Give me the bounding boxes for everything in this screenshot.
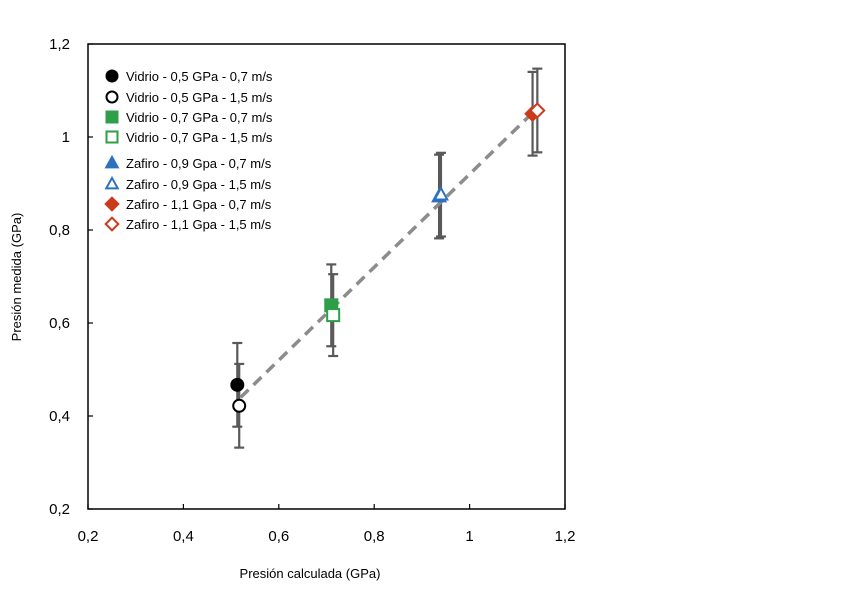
data-point xyxy=(232,398,247,413)
y-tick-label: 0,4 xyxy=(49,408,70,425)
error-bars xyxy=(232,67,543,449)
legend-label: Vidrio - 0,5 GPa - 0,7 m/s xyxy=(126,69,273,84)
x-axis-label: Presión calculada (GPa) xyxy=(240,566,381,581)
legend-label: Vidrio - 0,7 GPa - 0,7 m/s xyxy=(126,110,273,125)
legend-marker xyxy=(104,154,120,169)
trendline-group xyxy=(239,107,538,399)
legend-item: Vidrio - 0,7 GPa - 1,5 m/s xyxy=(105,130,273,145)
x-tick-label: 1 xyxy=(465,528,473,545)
y-tick-label: 1 xyxy=(62,129,70,146)
legend-marker xyxy=(104,216,120,232)
legend-label: Vidrio - 0,5 GPa - 1,5 m/s xyxy=(126,90,273,105)
x-tick-label: 0,2 xyxy=(78,528,99,545)
legend-marker xyxy=(105,69,119,83)
data-point xyxy=(230,377,245,392)
legend-label: Zafiro - 0,9 Gpa - 1,5 m/s xyxy=(126,177,272,192)
data-points xyxy=(230,102,546,413)
y-tick-label: 0,2 xyxy=(49,501,70,518)
legend-item: Vidrio - 0,7 GPa - 0,7 m/s xyxy=(105,110,273,125)
legend-label: Zafiro - 1,1 Gpa - 1,5 m/s xyxy=(126,217,272,232)
legend-marker xyxy=(105,130,119,144)
legend-item: Zafiro - 0,9 Gpa - 0,7 m/s xyxy=(104,154,272,171)
data-point xyxy=(529,102,546,119)
x-tick-label: 0,4 xyxy=(173,528,194,545)
legend-item: Vidrio - 0,5 GPa - 1,5 m/s xyxy=(105,90,273,105)
data-point xyxy=(326,308,341,323)
legend-label: Zafiro - 0,9 Gpa - 0,7 m/s xyxy=(126,156,272,171)
y-tick-label: 1,2 xyxy=(49,36,70,53)
y-tick-label: 0,8 xyxy=(49,222,70,239)
data-point xyxy=(432,185,449,201)
y-axis-ticks: 0,2 0,4 0,6 0,8 1 1,2 xyxy=(49,36,93,518)
legend-item: Zafiro - 1,1 Gpa - 0,7 m/s xyxy=(104,196,272,212)
y-axis-label: Presión medida (GPa) xyxy=(9,213,24,342)
legend-marker xyxy=(104,196,120,212)
legend-label: Zafiro - 1,1 Gpa - 0,7 m/s xyxy=(126,197,272,212)
trendline xyxy=(239,107,538,399)
legend-marker xyxy=(105,90,119,104)
x-tick-label: 0,6 xyxy=(268,528,289,545)
legend-marker xyxy=(105,110,119,124)
x-axis-ticks: 0,2 0,4 0,6 0,8 1 1,2 xyxy=(78,504,576,545)
x-tick-label: 0,8 xyxy=(364,528,385,545)
legend-item: Zafiro - 1,1 Gpa - 1,5 m/s xyxy=(104,216,272,232)
plot-frame xyxy=(87,43,566,510)
y-tick-label: 0,6 xyxy=(49,315,70,332)
legend-label: Vidrio - 0,7 GPa - 1,5 m/s xyxy=(126,130,273,145)
legend-item: Zafiro - 0,9 Gpa - 1,5 m/s xyxy=(104,175,272,192)
legend: Vidrio - 0,5 GPa - 0,7 m/s Vidrio - 0,5 G… xyxy=(104,69,273,232)
x-tick-label: 1,2 xyxy=(555,528,576,545)
legend-marker xyxy=(104,175,120,190)
legend-item: Vidrio - 0,5 GPa - 0,7 m/s xyxy=(105,69,273,84)
